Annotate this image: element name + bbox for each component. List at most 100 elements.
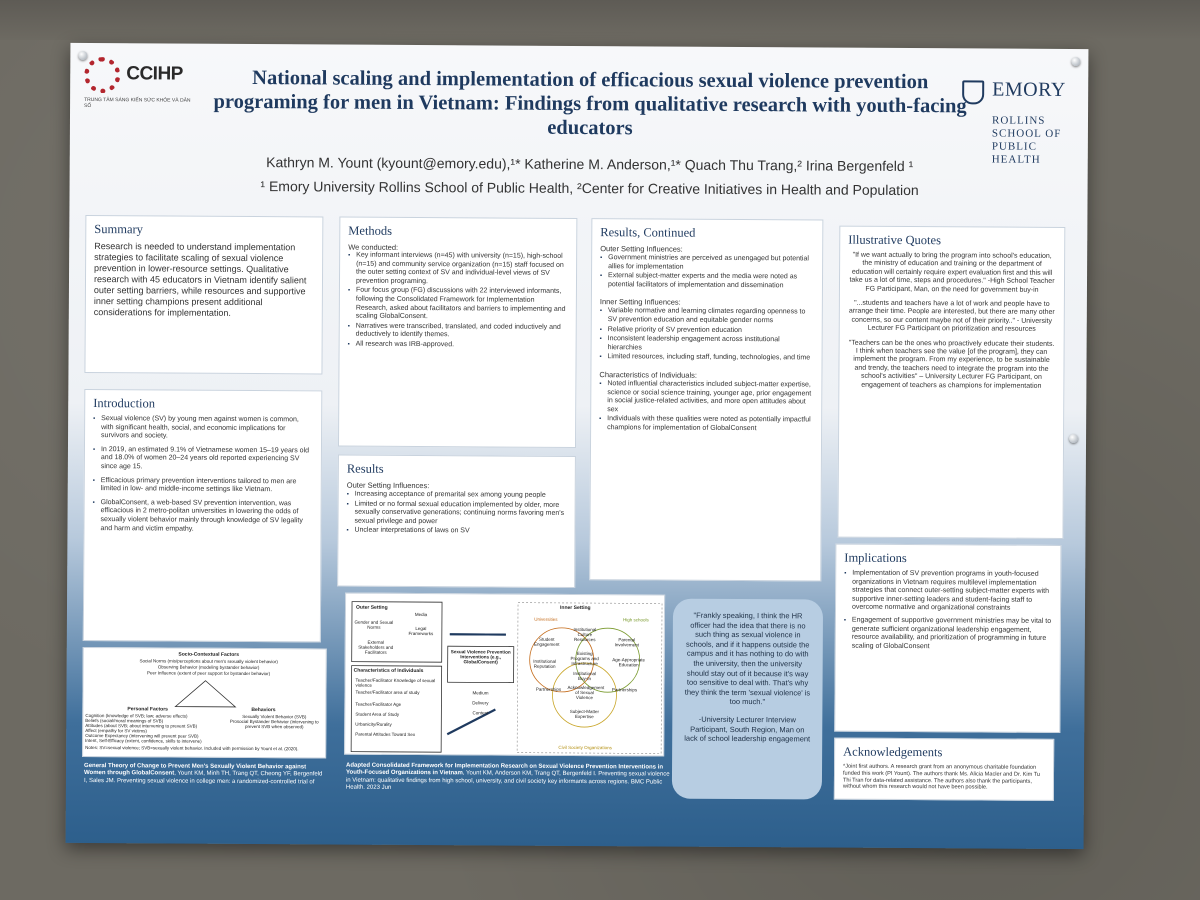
framework-caption: Adapted Consolidated Framework for Imple… bbox=[346, 763, 672, 795]
results-subheading: Characteristics of Individuals: bbox=[599, 370, 698, 380]
pushpin bbox=[1069, 434, 1079, 444]
diagram-label: Partnerships bbox=[535, 686, 562, 692]
quotes-heading: Illustrative Quotes bbox=[848, 232, 942, 248]
diagram-label: High schools bbox=[623, 617, 649, 623]
introduction-panel: Introduction Sexual violence (SV) by you… bbox=[82, 388, 323, 643]
list-item: External subject-matter experts and the … bbox=[600, 272, 814, 290]
list-item: Narratives were transcribed, translated,… bbox=[348, 322, 568, 341]
diagram-label: Institutional Buy-In bbox=[573, 670, 597, 682]
diagram-label: Delivery bbox=[472, 700, 489, 706]
methods-heading: Methods bbox=[348, 223, 393, 238]
diagram-label: Age-Appropriate Education bbox=[612, 657, 646, 668]
diagram-label: Teacher/Facilitator area of study bbox=[355, 689, 420, 696]
list-item: All research was IRB-approved. bbox=[348, 341, 568, 351]
diagram-label: Teacher/Facilitator Knowledge of sexual … bbox=[355, 677, 436, 688]
ccihp-gear-icon bbox=[84, 56, 121, 94]
callout-attribution: -University Lecturer Interview Participa… bbox=[684, 714, 811, 744]
list-item: GlobalConsent, a web-based SV prevention… bbox=[92, 499, 312, 535]
callout-quote: "Frankly speaking, I think the HR office… bbox=[671, 598, 824, 800]
diagram-label: Media bbox=[414, 612, 428, 618]
results-list: Increasing acceptance of premarital sex … bbox=[346, 491, 566, 537]
introduction-heading: Introduction bbox=[93, 396, 156, 411]
diagram-label: Parental Involvement bbox=[614, 637, 639, 648]
diagram-label: Partnerships bbox=[611, 687, 638, 693]
results-list: Government ministries are perceived as u… bbox=[600, 254, 814, 291]
poster-affiliations: ¹ Emory University Rollins School of Pub… bbox=[260, 178, 919, 199]
list-item: Individuals with these qualities were no… bbox=[599, 415, 813, 433]
poster-title: National scaling and implementation of e… bbox=[213, 67, 967, 140]
results-list: Variable normative and learning climates… bbox=[600, 308, 814, 364]
diagram-label: Subject-Matter Expertise bbox=[569, 708, 600, 720]
diagram-label: Gender and Sexual Norms bbox=[354, 619, 394, 631]
quotes-panel: Illustrative Quotes "If we want actually… bbox=[837, 225, 1066, 539]
results-list: Noted influential characteristics includ… bbox=[599, 380, 813, 434]
diagram-label: Inner Setting bbox=[559, 604, 591, 612]
quote-item: "Teachers can be the ones who proactivel… bbox=[848, 339, 1055, 390]
diagram-label: Urbanicity/Rurality bbox=[355, 721, 392, 727]
introduction-list: Sexual violence (SV) by young men agains… bbox=[92, 415, 313, 534]
list-item: Government ministries are perceived as u… bbox=[600, 254, 814, 272]
poster: CCIHP TRUNG TÂM SÁNG KIẾN SỨC KHỎE VÀ DÂ… bbox=[65, 42, 1089, 850]
emory-wordmark: EMORY bbox=[992, 78, 1066, 101]
diagram-label: Teacher/Facilitator Age bbox=[355, 701, 402, 707]
diagram-label: Universities bbox=[534, 616, 558, 622]
results-continued-panel: Results, Continued Outer Setting Influen… bbox=[589, 218, 824, 582]
list-item: In 2019, an estimated 9.1% of Vietnamese… bbox=[93, 446, 313, 473]
list-item: Noted influential characteristics includ… bbox=[599, 380, 813, 416]
diagram-label: Legal Frameworks bbox=[408, 626, 434, 637]
framework-diagram: Outer Setting Gender and Sexual Norms Me… bbox=[344, 592, 666, 757]
list-item: Unclear interpretations of laws on SV bbox=[346, 527, 566, 537]
board-top bbox=[0, 0, 1200, 40]
diagram-label: Student Area of Study bbox=[355, 711, 400, 717]
quote-item: "If we want actually to bring the progra… bbox=[849, 251, 1055, 294]
implications-list: Implementation of SV prevention programs… bbox=[844, 570, 1052, 653]
methods-list: Key informant interviews (n=45) with uni… bbox=[348, 252, 569, 351]
diagram-label: Student Engagement bbox=[534, 636, 560, 648]
acknowledgements-text: *Joint first authors. A research grant f… bbox=[842, 763, 1041, 791]
poster-authors: Kathryn M. Yount (kyount@emory.edu),¹* K… bbox=[266, 154, 914, 175]
ccihp-brand: CCIHP bbox=[126, 63, 183, 85]
diagram-label: Medium bbox=[472, 690, 489, 696]
diagram-label: Characteristics of Individuals bbox=[353, 667, 424, 675]
diagram-label: Acknowledgement of Sexual Violence bbox=[567, 684, 605, 701]
list-item: Limited or no formal sexual education im… bbox=[347, 500, 567, 527]
diagram-label: Intent, Self-Efficacy (extent, confidenc… bbox=[85, 738, 202, 744]
diagram-label: Content bbox=[472, 710, 489, 716]
diagram-label: Civil Society Organizations bbox=[558, 744, 612, 751]
list-item: Variable normative and learning climates… bbox=[600, 308, 814, 326]
methods-panel: Methods We conducted: Key informant inte… bbox=[337, 216, 578, 448]
diagram-label: Institutional Reputation bbox=[533, 658, 557, 670]
theory-triangle-icon bbox=[174, 680, 237, 708]
list-item: Four focus group (FG) discussions with 2… bbox=[348, 287, 568, 323]
theory-caption: General Theory of Change to Prevent Men'… bbox=[84, 763, 324, 787]
ccihp-subtitle: TRUNG TÂM SÁNG KIẾN SỨC KHỎE VÀ DÂN SỐ bbox=[84, 96, 191, 110]
diagram-label: Parental Attitudes Toward Sex bbox=[355, 731, 416, 738]
acknowledgements-panel: Acknowledgements *Joint first authors. A… bbox=[833, 737, 1055, 801]
list-item: Limited resources, including staff, fund… bbox=[600, 353, 814, 363]
list-item: Relative priority of SV prevention educa… bbox=[600, 326, 814, 336]
summary-text: Research is needed to understand impleme… bbox=[93, 241, 307, 318]
callout-quote-text: "Frankly speaking, I think the HR office… bbox=[684, 610, 811, 707]
ccihp-logo: CCIHP TRUNG TÂM SÁNG KIẾN SỨC KHỎE VÀ DÂ… bbox=[84, 56, 194, 118]
list-item: Inconsistent leadership engagement acros… bbox=[600, 335, 814, 353]
results-panel: Results Outer Setting Influences: Increa… bbox=[337, 454, 576, 588]
list-item: Efficacious primary prevention intervent… bbox=[93, 477, 313, 496]
framework-diagram-icon bbox=[350, 601, 663, 754]
diagram-label: Behaviors bbox=[251, 707, 276, 714]
diagram-label: Institutional Culture Resources bbox=[573, 626, 597, 643]
list-item: Increasing acceptance of premarital sex … bbox=[347, 491, 567, 501]
diagram-label: Personal Factors bbox=[127, 706, 168, 713]
list-item: Implementation of SV prevention programs… bbox=[844, 570, 1052, 614]
implications-panel: Implications Implementation of SV preven… bbox=[834, 543, 1062, 733]
diagram-label: Sexual Violence Prevention Interventions… bbox=[450, 649, 511, 665]
results-subheading: Inner Setting Influences: bbox=[599, 297, 681, 308]
quote-item: "...students and teachers have a lot of … bbox=[848, 299, 1055, 334]
diagram-label: Prosocial Bystander Behavior (intervenin… bbox=[229, 718, 319, 730]
rollins-school-wordmark: ROLLINS SCHOOL OF PUBLIC HEALTH bbox=[991, 114, 1062, 166]
list-item: Engagement of supportive government mini… bbox=[844, 617, 1052, 653]
results-continued-heading: Results, Continued bbox=[600, 225, 696, 240]
results-subheading: Outer Setting Influences: bbox=[600, 244, 683, 254]
pushpin bbox=[1071, 57, 1081, 67]
implications-heading: Implications bbox=[844, 550, 907, 566]
list-item: Sexual violence (SV) by young men agains… bbox=[93, 415, 313, 442]
